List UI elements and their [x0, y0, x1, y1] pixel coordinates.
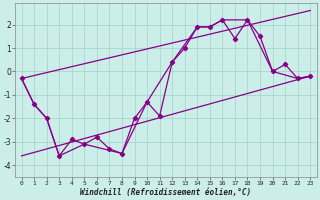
X-axis label: Windchill (Refroidissement éolien,°C): Windchill (Refroidissement éolien,°C): [80, 188, 252, 197]
